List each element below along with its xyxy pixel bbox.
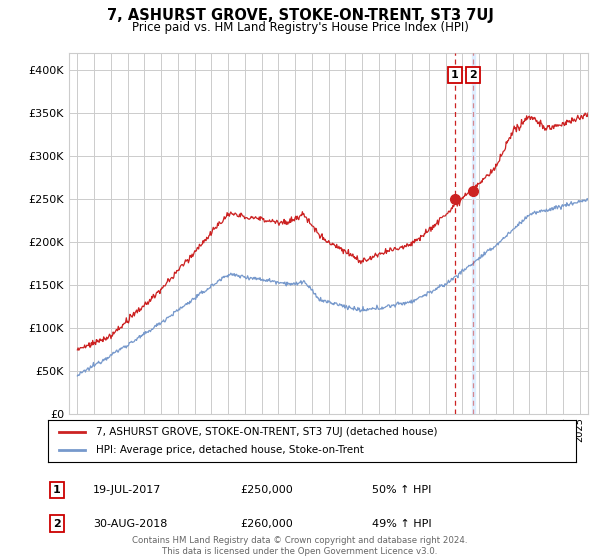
Text: 1: 1: [451, 69, 458, 80]
Text: 49% ↑ HPI: 49% ↑ HPI: [372, 519, 431, 529]
Text: 1: 1: [53, 485, 61, 495]
Text: Contains HM Land Registry data © Crown copyright and database right 2024.
This d: Contains HM Land Registry data © Crown c…: [132, 536, 468, 556]
Text: £250,000: £250,000: [240, 485, 293, 495]
Bar: [472, 53, 475, 414]
Text: 7, ASHURST GROVE, STOKE-ON-TRENT, ST3 7UJ: 7, ASHURST GROVE, STOKE-ON-TRENT, ST3 7U…: [107, 8, 493, 24]
Text: 7, ASHURST GROVE, STOKE-ON-TRENT, ST3 7UJ (detached house): 7, ASHURST GROVE, STOKE-ON-TRENT, ST3 7U…: [95, 427, 437, 437]
Text: 2: 2: [470, 69, 478, 80]
Text: 2: 2: [53, 519, 61, 529]
Text: Price paid vs. HM Land Registry's House Price Index (HPI): Price paid vs. HM Land Registry's House …: [131, 21, 469, 34]
Text: 50% ↑ HPI: 50% ↑ HPI: [372, 485, 431, 495]
Text: 19-JUL-2017: 19-JUL-2017: [93, 485, 161, 495]
Text: 30-AUG-2018: 30-AUG-2018: [93, 519, 167, 529]
Text: HPI: Average price, detached house, Stoke-on-Trent: HPI: Average price, detached house, Stok…: [95, 445, 364, 455]
Text: £260,000: £260,000: [240, 519, 293, 529]
